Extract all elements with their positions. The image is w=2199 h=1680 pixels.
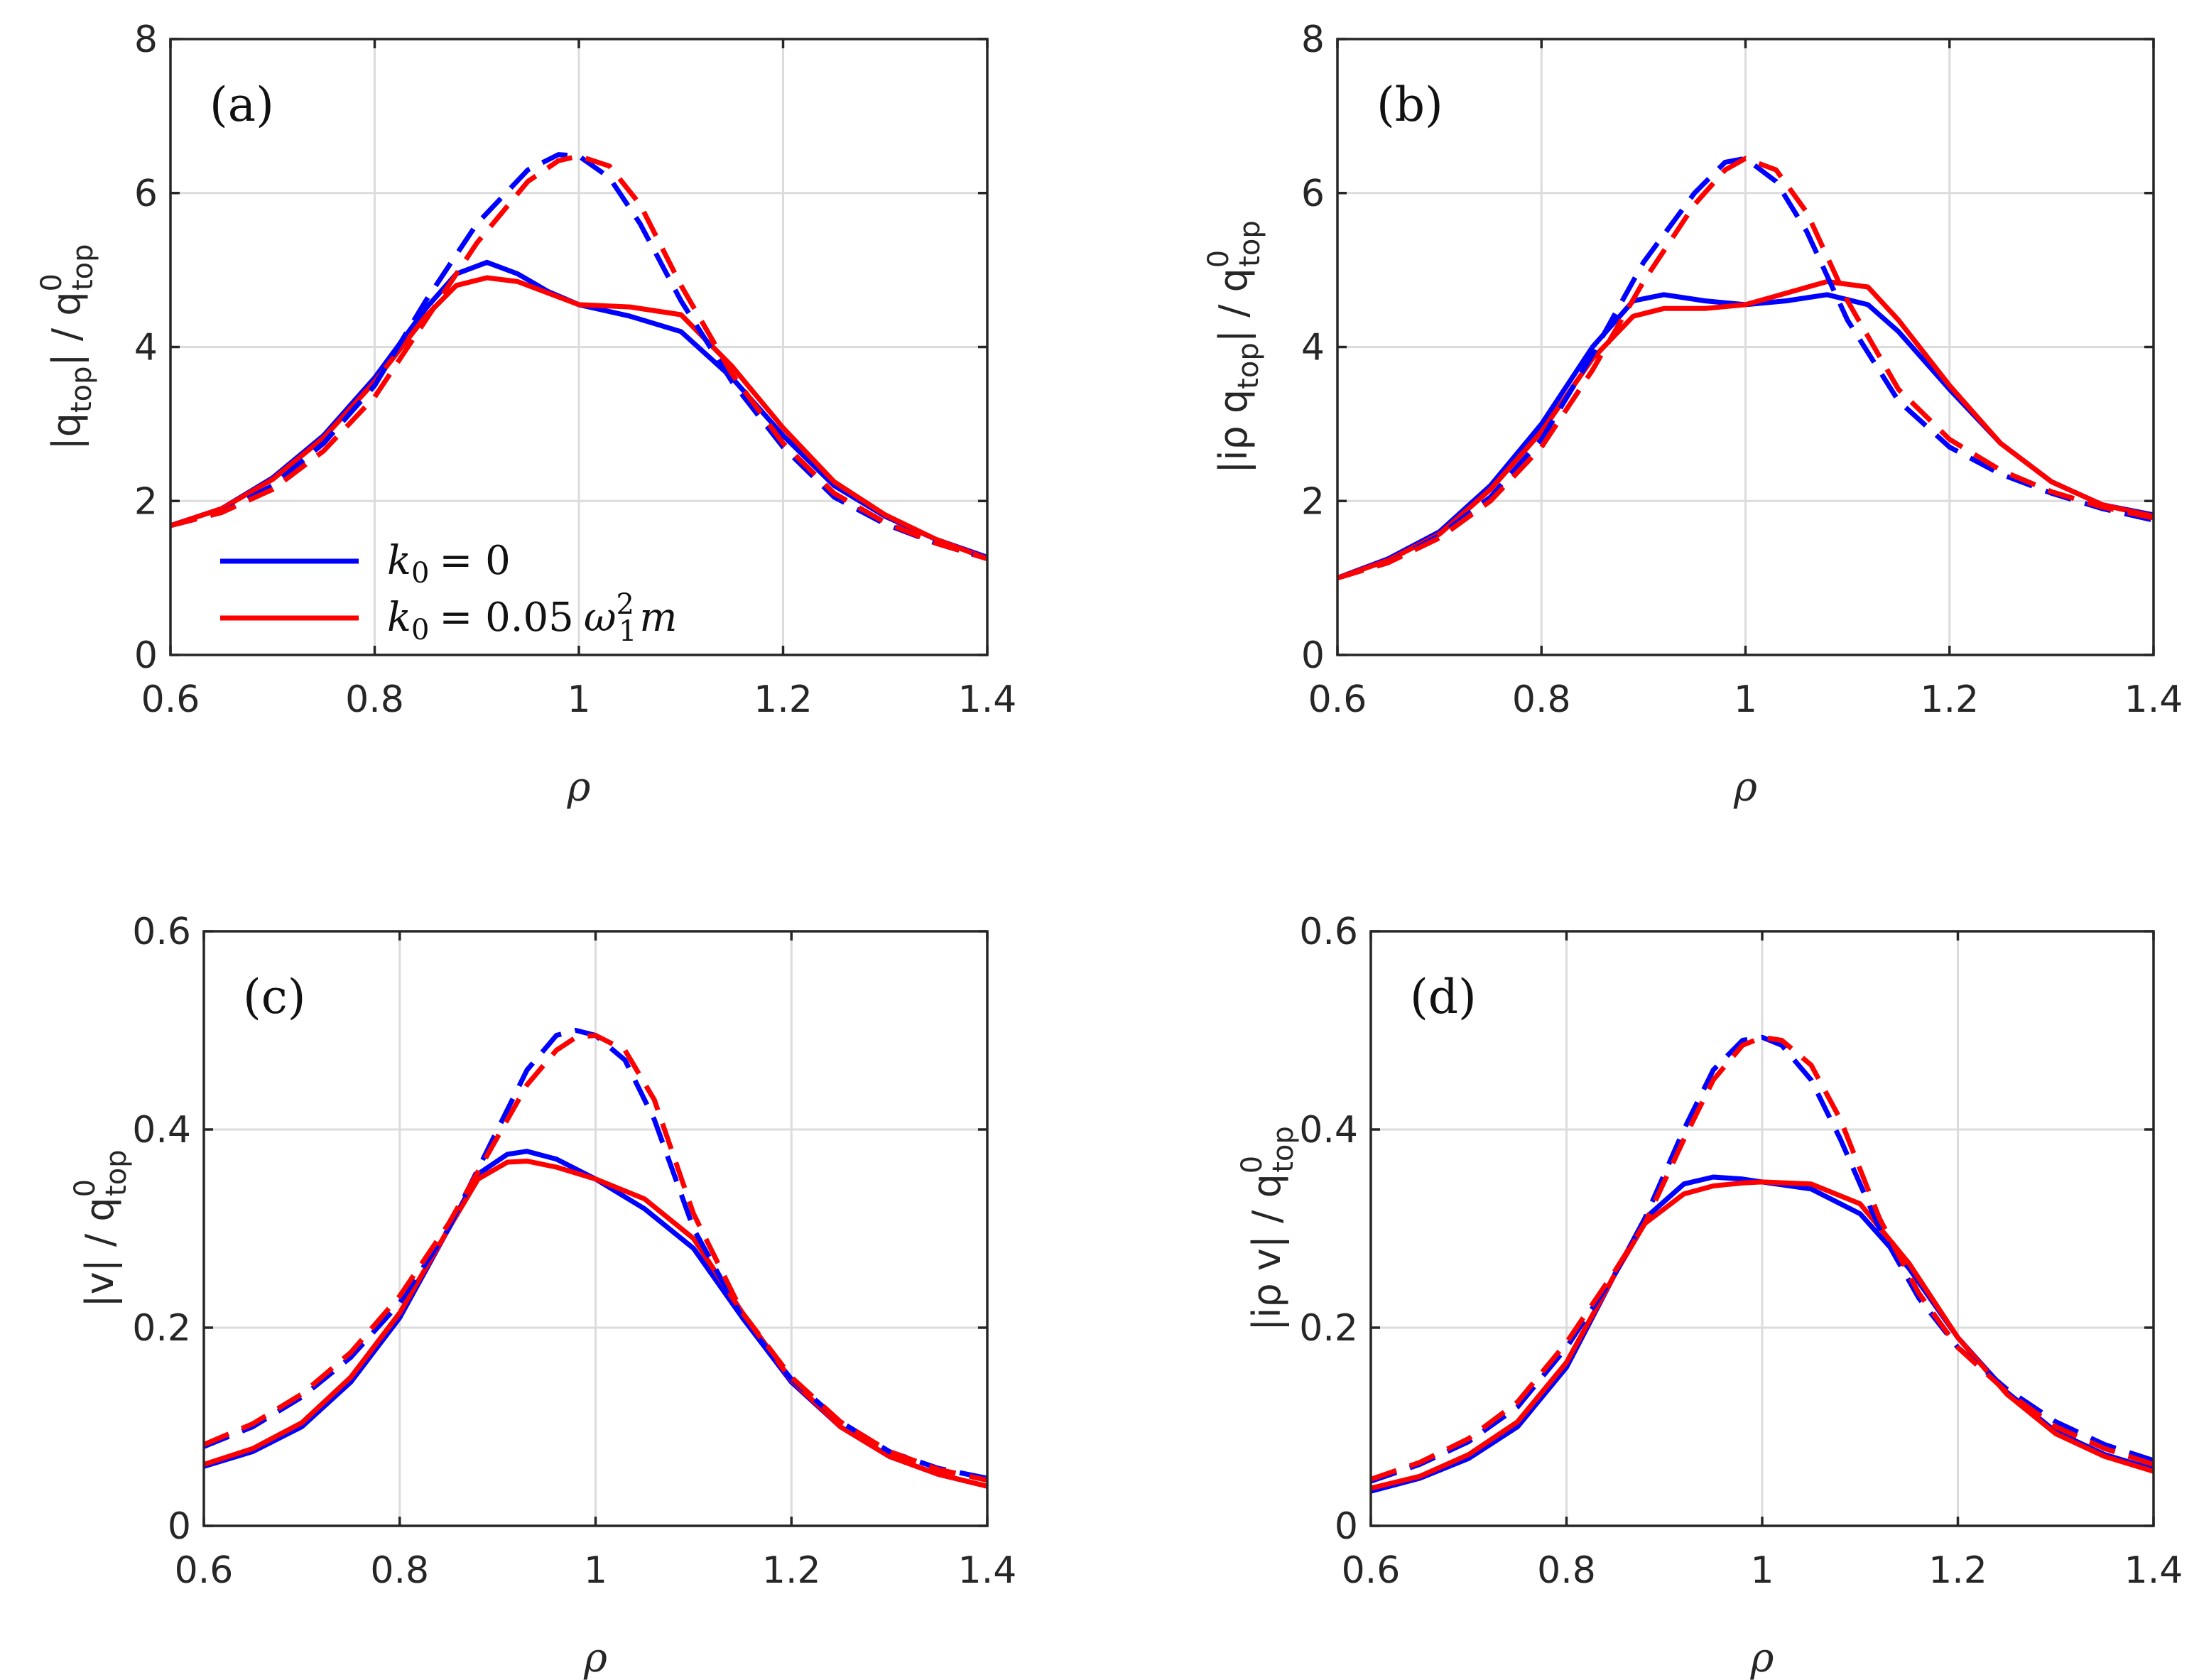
series-red-solid <box>1337 278 2154 580</box>
panel-label: (b) <box>1377 77 1443 132</box>
y-tick-label: 0 <box>134 634 158 677</box>
y-tick-label: 0.2 <box>132 1307 191 1350</box>
series-red-solid <box>1371 1179 2154 1491</box>
x-tick-label: 0.6 <box>141 678 200 721</box>
series-red-solid <box>204 1159 987 1489</box>
x-tick-label: 0.8 <box>1537 1549 1596 1592</box>
y-axis-label: |iρ qtop| / q0top <box>1202 220 1266 473</box>
x-axis-label: ρ <box>583 1635 607 1680</box>
series-red-solid <box>170 275 987 561</box>
legend-label-k0-005: k0 = 0.05 ω2 1m <box>387 588 678 648</box>
x-tick-label: 1 <box>1734 678 1757 721</box>
panel-d: 0.6 0.8 1 1.2 1.4 0 0.2 0.4 0.6 ρ |iρ v| / q0top (d… <box>1236 911 2183 1680</box>
y-tick-label: 8 <box>1301 18 1325 61</box>
y-tick-label: 0.6 <box>1299 911 1358 953</box>
panel-label: (a) <box>210 77 274 132</box>
y-tick-label: 0 <box>168 1505 191 1548</box>
panel-a: 0.6 0.8 1 1.2 1.4 0 2 4 6 8 ρ |qtop| / q0top (a) <box>36 18 1016 811</box>
y-tick-label: 0 <box>1301 634 1325 677</box>
x-tick-label: 1.2 <box>1920 678 1979 721</box>
y-tick-label: 2 <box>134 480 158 523</box>
series-red-dashed <box>1371 1034 2154 1482</box>
x-tick-label: 1.4 <box>2124 678 2183 721</box>
x-tick-label: 1 <box>584 1549 607 1592</box>
x-tick-label: 0.6 <box>1342 1549 1401 1592</box>
x-tick-label: 1.4 <box>958 678 1017 721</box>
panel-c: 0.6 0.8 1 1.2 1.4 0 0.2 0.4 0.6 ρ |v| / q0top (c) <box>69 911 1016 1680</box>
x-tick-label: 1 <box>567 678 590 721</box>
y-tick-label: 6 <box>1301 173 1325 215</box>
x-tick-label: 1.2 <box>1928 1549 1987 1592</box>
x-tick-label: 1.2 <box>762 1549 821 1592</box>
y-axis-label: |v| / q0top <box>69 1149 133 1307</box>
x-axis-label: ρ <box>1733 764 1757 811</box>
y-tick-label: 8 <box>134 18 158 61</box>
legend-label-k0-zero: k0 = 0 <box>387 538 511 590</box>
plot-area <box>204 1028 987 1489</box>
x-tick-label: 0.8 <box>345 678 404 721</box>
plot-area <box>1337 156 2154 580</box>
series-blue-dashed <box>170 152 987 561</box>
y-axis-label: |iρ v| / q0top <box>1236 1126 1300 1331</box>
y-tick-label: 0.4 <box>1299 1109 1358 1151</box>
x-tick-label: 0.8 <box>1512 678 1571 721</box>
series-red-dashed <box>204 1033 987 1483</box>
x-tick-label: 1.4 <box>958 1549 1017 1592</box>
x-tick-label: 0.6 <box>175 1549 234 1592</box>
y-tick-label: 0.4 <box>132 1109 191 1151</box>
x-tick-label: 1.4 <box>2124 1549 2183 1592</box>
y-tick-label: 4 <box>1301 327 1325 369</box>
panel-label: (d) <box>1410 970 1477 1024</box>
panel-b: 0.6 0.8 1 1.2 1.4 0 2 4 6 8 ρ |iρ qtop| / q0top (b) <box>1202 18 2183 811</box>
x-axis-label: ρ <box>567 764 591 811</box>
series-blue-dashed <box>1337 156 2154 580</box>
y-axis-label: |qtop| / q0top <box>36 244 99 450</box>
y-tick-label: 0 <box>1335 1505 1358 1548</box>
y-tick-label: 0.6 <box>132 911 191 953</box>
x-tick-label: 1.2 <box>754 678 813 721</box>
plot-area <box>170 152 987 561</box>
x-tick-label: 0.8 <box>370 1549 429 1592</box>
x-tick-label: 0.6 <box>1308 678 1367 721</box>
y-tick-label: 2 <box>1301 480 1325 523</box>
x-axis-label: ρ <box>1750 1635 1774 1680</box>
y-tick-label: 4 <box>134 327 158 369</box>
plot-area <box>1371 1034 2154 1494</box>
y-tick-label: 6 <box>134 173 158 215</box>
y-tick-label: 0.2 <box>1299 1307 1358 1350</box>
series-red-dashed <box>1337 156 2154 580</box>
legend: k0 = 0 k0 = 0.05 ω2 1m <box>220 538 678 648</box>
panel-label: (c) <box>243 970 305 1024</box>
x-tick-label: 1 <box>1750 1549 1774 1592</box>
series-red-dashed <box>170 153 987 561</box>
